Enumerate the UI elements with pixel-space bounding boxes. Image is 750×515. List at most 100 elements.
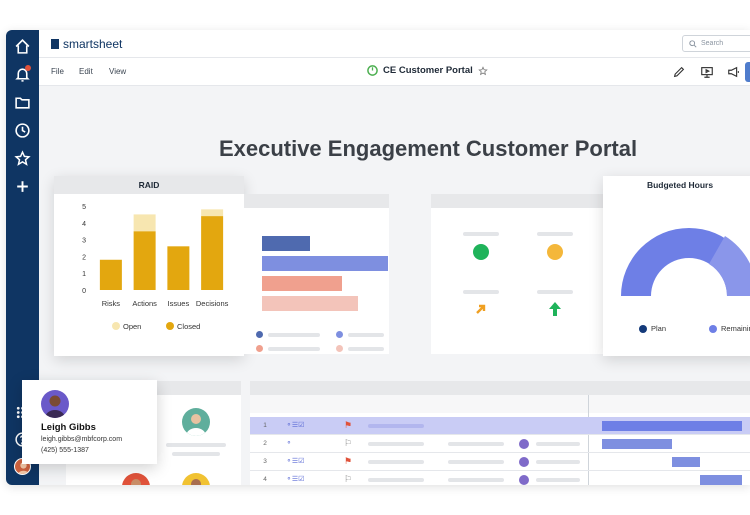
edit-pencil-icon[interactable] (672, 65, 686, 79)
hbar-2 (262, 256, 388, 271)
row-number: 2 (263, 440, 267, 447)
placeholder-line (348, 333, 384, 337)
plan-segment (621, 228, 750, 296)
arrow-up-right-icon (476, 304, 486, 314)
assignee-avatar[interactable] (518, 438, 530, 450)
placeholder-line (536, 460, 580, 464)
placeholder-line (463, 290, 499, 294)
home-icon[interactable] (14, 38, 31, 55)
hbar-4 (262, 296, 358, 311)
dashboard-content: Executive Engagement Customer Portal RAI… (39, 86, 750, 485)
team-member-avatar[interactable] (182, 473, 210, 485)
y-tick-label: 1 (82, 271, 86, 278)
contact-card: Leigh Gibbs leigh.gibbs@mbfcorp.com (425… (22, 380, 157, 464)
search-box[interactable]: Search (682, 35, 750, 52)
placeholder-line (463, 232, 499, 236)
horizontal-bars-card (244, 194, 389, 354)
bar-closed-issues (167, 246, 190, 290)
legend-closed-dot (166, 322, 174, 330)
gantt-bar[interactable] (700, 475, 742, 485)
placeholder-line (536, 478, 580, 482)
row-icons: ⚬ (286, 440, 292, 447)
table-row[interactable]: 4 ⚬☰☑ ⚐ (250, 471, 750, 485)
team-member-avatar[interactable] (182, 408, 210, 436)
bar-closed-actions (133, 231, 156, 290)
contact-name: Leigh Gibbs (41, 422, 96, 433)
legend-dot (256, 345, 263, 352)
gantt-bar[interactable] (602, 421, 742, 431)
bar-open-actions (133, 214, 156, 232)
legend-plan: Plan (639, 324, 666, 333)
legend-dot (256, 331, 263, 338)
row-number: 4 (263, 476, 267, 483)
bar-open-decisions (201, 209, 224, 217)
gantt-divider (588, 395, 589, 485)
brand-name: smartsheet (63, 37, 123, 51)
legend-closed-label: Closed (177, 322, 200, 331)
flag-icon[interactable]: ⚑ (344, 456, 353, 466)
row-icons: ⚬☰☑ (286, 458, 305, 465)
sheet-title-text: CE Customer Portal (383, 65, 473, 76)
placeholder-line (537, 232, 573, 236)
row-icons: ⚬☰☑ (286, 422, 305, 429)
bell-icon[interactable] (14, 66, 31, 83)
contact-email[interactable]: leigh.gibbs@mbfcorp.com (41, 436, 123, 443)
notification-badge (25, 65, 31, 71)
team-member-avatar[interactable] (122, 473, 150, 485)
gantt-bar[interactable] (672, 457, 700, 467)
placeholder-line (268, 333, 320, 337)
sheet-title: CE Customer Portal (367, 65, 488, 76)
megaphone-icon[interactable] (727, 65, 741, 79)
flag-icon[interactable]: ⚐ (344, 474, 353, 484)
table-row[interactable]: 2 ⚬ ⚐ (250, 435, 750, 453)
bar-closed-risks (99, 259, 122, 290)
flag-icon[interactable]: ⚑ (344, 420, 353, 430)
hbar-3 (262, 276, 342, 291)
app-window: smartsheet Search File Edit View CE Cust… (6, 30, 750, 485)
clock-icon[interactable] (14, 122, 31, 139)
assignee-avatar[interactable] (518, 456, 530, 468)
green-status-indicator (473, 244, 489, 260)
share-button[interactable] (745, 62, 750, 82)
star-icon[interactable] (14, 150, 31, 167)
contact-phone: (425) 555-1387 (41, 447, 89, 454)
bar-closed-decisions (201, 216, 224, 290)
smartsheet-logo-icon (51, 39, 59, 49)
raid-bar-chart: 0 1 2 3 4 5 Risks Actions Issues Decisions Open Clo… (82, 204, 229, 331)
x-tick-label: Risks (102, 299, 121, 308)
brand-logo[interactable]: smartsheet (51, 37, 122, 51)
flag-icon[interactable]: ⚐ (344, 438, 353, 448)
placeholder-line (368, 478, 424, 482)
table-row[interactable]: 3 ⚬☰☑ ⚑ (250, 453, 750, 471)
placeholder-line (172, 452, 220, 456)
placeholder-line (368, 460, 424, 464)
x-tick-label: Decisions (196, 299, 229, 308)
raid-card: RAID 0 1 2 3 4 5 Risks Actions Issues Decisions Op… (54, 176, 244, 356)
yellow-status-indicator (547, 244, 563, 260)
menu-edit[interactable]: Edit (79, 67, 93, 76)
assignee-avatar[interactable] (518, 474, 530, 485)
x-tick-label: Issues (168, 299, 190, 308)
row-number: 3 (263, 458, 267, 465)
plus-icon[interactable] (14, 178, 31, 195)
folder-icon[interactable] (14, 94, 31, 111)
gantt-bar[interactable] (602, 439, 672, 449)
placeholder-line (368, 424, 424, 428)
menu-view[interactable]: View (109, 67, 127, 76)
portal-title: Executive Engagement Customer Portal (218, 136, 638, 161)
legend-dot (336, 345, 343, 352)
status-card (431, 194, 603, 354)
present-icon[interactable] (700, 65, 714, 79)
budget-donut-chart (621, 228, 750, 296)
grid-header (250, 381, 750, 395)
favorite-star-icon[interactable] (478, 65, 488, 76)
menu-file[interactable]: File (51, 67, 64, 76)
y-tick-label: 3 (82, 238, 86, 245)
contact-avatar[interactable] (41, 390, 69, 418)
placeholder-line (448, 478, 504, 482)
y-tick-label: 5 (82, 204, 86, 211)
y-tick-label: 0 (82, 288, 86, 295)
placeholder-line (536, 442, 580, 446)
dashboard-icon (367, 65, 378, 76)
table-row[interactable]: 1 ⚬☰☑ ⚑ (250, 417, 750, 435)
